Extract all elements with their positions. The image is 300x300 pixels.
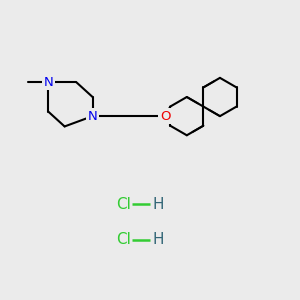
Text: Cl: Cl (116, 197, 131, 212)
Text: O: O (160, 110, 171, 123)
Text: H: H (152, 232, 164, 247)
Text: H: H (152, 197, 164, 212)
Text: N: N (44, 76, 53, 89)
Text: Cl: Cl (116, 232, 131, 247)
Text: N: N (88, 110, 98, 123)
